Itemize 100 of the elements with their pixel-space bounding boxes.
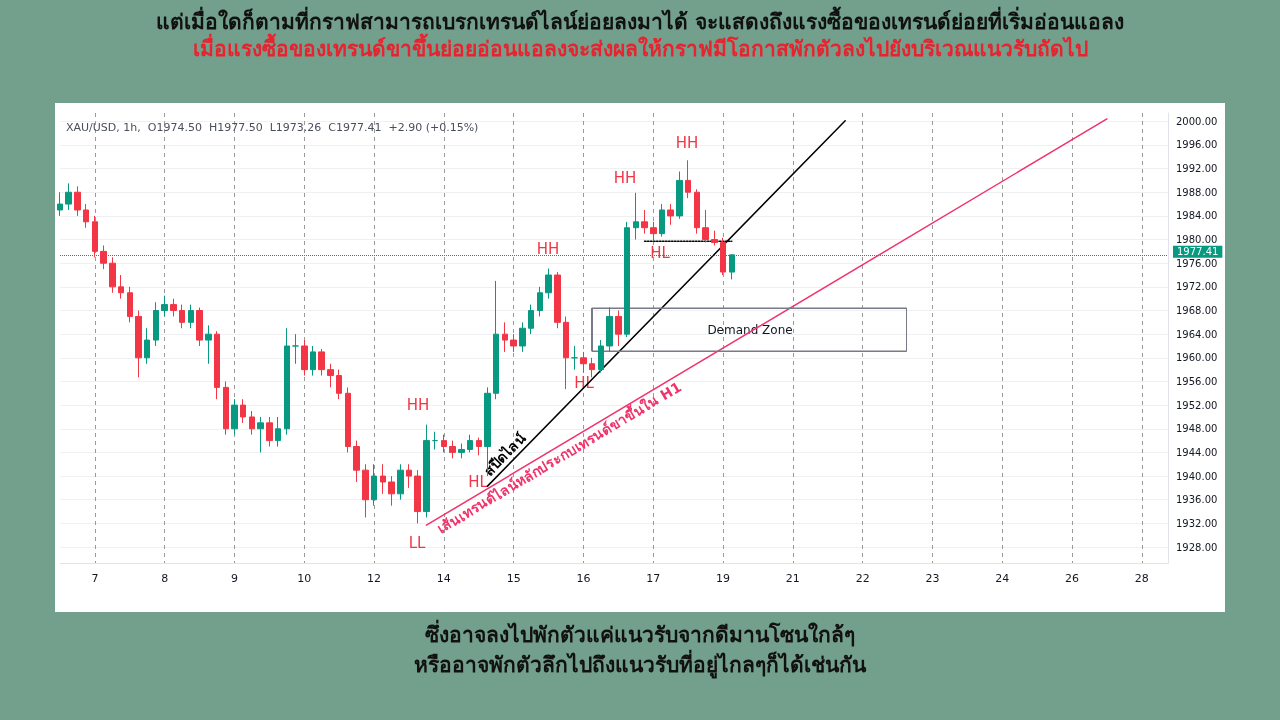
y-tick-label: 1956.00: [1176, 375, 1218, 387]
annotation: HL: [650, 244, 671, 262]
y-tick-label: 1972.00: [1176, 281, 1218, 293]
y-tick-label: 1988.00: [1176, 186, 1218, 198]
candlestick: [449, 440, 456, 459]
candlestick: [362, 463, 369, 518]
candlestick: [327, 363, 334, 388]
annotation: HH: [613, 169, 637, 187]
candlestick: [563, 315, 569, 390]
text: ซึ่งอาจลงไปพักตัวแค่แนวรับจากดีมานโซนใกล้ๆ: [425, 618, 855, 647]
chart-subtitle: เมื่อแรงซื้อของเทรนด์ขาขึ้นย่อยอ่อนแอลงจะส่งผลให้กราฟมีโอกาสพักตัวลงไปยังบริเวณแนวรับถัดไป: [192, 32, 1088, 61]
x-tick-label: 17: [646, 572, 661, 585]
annotation: HH: [406, 396, 430, 414]
candlestick: [711, 230, 718, 246]
candlestick: [720, 237, 726, 276]
x-tick-label: 8: [161, 572, 169, 585]
chart-title: แต่เมื่อใดก็ตามที่กราฟสามารถเบรกเทรนด์ไลน์ย่อยลงมาได้ จะแสดงถึงแรงซื้อของเทรนด์ย่อยที่เริ่มอ่อนแอลง: [155, 5, 1125, 34]
candlestick: [135, 310, 142, 378]
x-tick-label: 22: [855, 572, 870, 585]
x-tick-label: 24: [995, 572, 1010, 585]
candlestick: [702, 209, 709, 243]
candlestick: [528, 304, 534, 335]
y-tick-label: 1944.00: [1176, 446, 1218, 458]
candlestick: [554, 271, 561, 329]
candlestick: [257, 416, 264, 453]
annotation: HH: [675, 134, 699, 152]
y-tick-label: 1932.00: [1176, 517, 1218, 529]
candlestick: [397, 463, 404, 501]
candlestick: [170, 298, 177, 317]
x-tick-label: 26: [1065, 572, 1080, 585]
candlestick: [467, 434, 473, 453]
y-tick-label: 1936.00: [1176, 494, 1218, 506]
x-tick-label: 23: [925, 572, 940, 585]
candlestick: [310, 345, 316, 377]
y-tick-label: 1984.00: [1176, 210, 1218, 222]
y-tick-label: 2000.00: [1176, 115, 1218, 127]
candlestick: [458, 443, 465, 459]
candlestick: [100, 244, 107, 270]
y-tick-label: 1960.00: [1176, 352, 1218, 364]
candlestick: [196, 307, 203, 347]
y-tick-label: 1928.00: [1176, 541, 1218, 553]
y-tick-label: 1976.00: [1176, 257, 1218, 269]
candlestick: [650, 221, 657, 242]
candlestick: [589, 357, 595, 378]
candlestick: [606, 307, 613, 353]
candlestick: [284, 327, 290, 436]
x-tick-label: 14: [436, 572, 451, 585]
x-tick-label: 16: [576, 572, 591, 585]
annotation: XAU/USD, 1h, O1974.50 H1977.50 L1973.26 C1977.41 +2.90 (+0.15%): [66, 121, 479, 134]
candlestick: [109, 256, 116, 294]
candlestick: [83, 203, 89, 229]
candlestick: [301, 339, 308, 377]
candlestick: [380, 463, 386, 495]
candlestick: [423, 424, 430, 518]
candlestick: [92, 215, 98, 258]
candlestick: [266, 416, 273, 448]
candlestick: [598, 339, 604, 374]
candlestick: [65, 182, 72, 211]
candlestick: [580, 351, 587, 374]
annotation: HH: [536, 240, 560, 258]
candlestick: [441, 434, 447, 453]
candlestick: [641, 209, 648, 235]
candlestick: [188, 304, 194, 329]
candlestick: [353, 440, 360, 483]
candlestick: [57, 191, 63, 217]
x-tick-label: 19: [716, 572, 731, 585]
candlestick: [275, 416, 281, 448]
x-tick-label: 28: [1134, 572, 1149, 585]
candlestick: [371, 463, 377, 507]
y-tick-label: 1940.00: [1176, 470, 1218, 482]
candlestick: [153, 301, 159, 347]
annotation: LL: [408, 534, 426, 552]
candlestick: [388, 475, 395, 507]
y-tick-label: 1948.00: [1176, 423, 1218, 435]
candlestick: [74, 185, 81, 217]
x-tick-label: 10: [297, 572, 312, 585]
x-tick-label: 21: [785, 572, 800, 585]
y-tick-label: 1968.00: [1176, 305, 1218, 316]
candlestick: [659, 203, 665, 238]
x-tick-label: 12: [367, 572, 382, 585]
candlestick: [336, 369, 342, 400]
candlestick: [519, 321, 526, 353]
candlestick: [231, 398, 238, 436]
candlestick: [205, 324, 212, 365]
candlestick: [292, 333, 299, 365]
y-tick-label: 1952.00: [1176, 399, 1218, 411]
candlestick: [240, 398, 246, 424]
candlestick: [667, 203, 674, 226]
ref-line-label: 1977.41: [1177, 246, 1219, 258]
candlestick: [571, 345, 578, 371]
candlestick: [502, 321, 508, 353]
candlestick: [179, 304, 185, 329]
text: หรืออาจพักตัวลึกไปถึงแนวรับที่อยู่ไกลๆก็ได้เช่นกัน: [414, 648, 867, 679]
candlestick: [144, 327, 150, 365]
x-tick-label: 9: [230, 572, 238, 585]
candlestick: [537, 286, 543, 317]
candlestick: [676, 171, 683, 220]
x-tick-label: 7: [91, 572, 99, 585]
x-tick-label: 15: [506, 572, 521, 585]
candlestick: [510, 333, 517, 353]
